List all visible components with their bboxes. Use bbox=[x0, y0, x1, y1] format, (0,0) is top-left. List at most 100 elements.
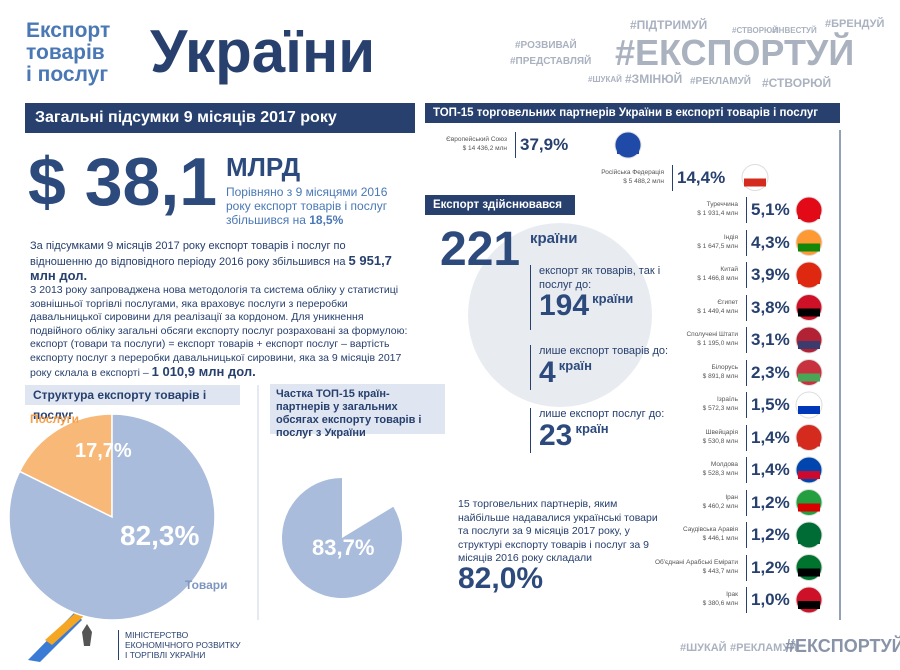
services-value: 23 bbox=[539, 418, 573, 452]
flag-stripe bbox=[798, 471, 820, 479]
hashtag: #ШУКАЙ bbox=[588, 75, 622, 84]
row-separator bbox=[746, 587, 747, 613]
ministry-line: І ТОРГІВЛІ УКРАЇНИ bbox=[125, 650, 206, 660]
partner-amount: $ 572,3 млн bbox=[702, 405, 738, 412]
flag bbox=[795, 586, 823, 614]
flag-stripe bbox=[798, 568, 820, 577]
partner-share: 4,3% bbox=[751, 232, 790, 252]
partner-share: 1,2% bbox=[751, 525, 790, 544]
flag-stripe bbox=[744, 178, 766, 187]
slice-name: Послуги bbox=[30, 412, 79, 426]
flag-stripe bbox=[798, 406, 820, 414]
partner-name: Ізраїль bbox=[716, 396, 738, 403]
row-separator bbox=[746, 457, 747, 483]
row-separator bbox=[746, 294, 747, 321]
footer-tag: #ШУКАЙ bbox=[680, 642, 727, 654]
flag bbox=[795, 456, 823, 484]
partner-share: 2,3% bbox=[751, 362, 790, 382]
hashtag: #ІНВЕСТУЙ bbox=[772, 26, 817, 35]
hashtag: #РОЗВИВАЙ bbox=[515, 40, 577, 51]
hashtag: #ПРЕДСТАВЛЯЙ bbox=[510, 56, 592, 67]
row-separator bbox=[515, 132, 516, 158]
flag-stripe bbox=[798, 373, 820, 382]
flag bbox=[795, 489, 823, 516]
partner-share: 1,0% bbox=[751, 590, 790, 609]
countries-both: експорт як товарів, так і послуг до: 194… bbox=[530, 265, 679, 330]
partner-name: Молдова bbox=[710, 461, 738, 468]
partner-name: Саудівська Аравія bbox=[683, 526, 738, 533]
row-separator bbox=[746, 489, 747, 516]
summary-para2: З 2013 року запроваджена нова методологі… bbox=[30, 284, 410, 381]
summary-amount: $ 38,1 bbox=[28, 144, 218, 220]
row-separator bbox=[746, 554, 747, 581]
slice-label: 82,3% bbox=[120, 520, 200, 551]
para1-text: За підсумками 9 місяців 2017 року експор… bbox=[30, 240, 346, 268]
row-separator bbox=[746, 359, 747, 386]
partner-name: Індія bbox=[723, 233, 738, 241]
flag bbox=[795, 261, 823, 289]
both-value: 194 bbox=[539, 289, 590, 322]
flag-stripe bbox=[798, 211, 820, 219]
partner-name: Об'єднані Арабські Емірати bbox=[654, 558, 738, 566]
para2-text: З 2013 року запроваджена нова методологі… bbox=[30, 284, 408, 379]
both-label: експорт як товарів, так і послуг до: bbox=[539, 265, 661, 291]
partner-name: Ірак bbox=[726, 591, 738, 598]
countries-total-unit: країни bbox=[530, 230, 578, 247]
flag bbox=[795, 229, 823, 256]
partner-name: Російська Федерація bbox=[601, 168, 664, 176]
emblem bbox=[82, 624, 92, 646]
flag bbox=[795, 554, 823, 581]
goods-label: лише експорт товарів до: bbox=[539, 345, 669, 357]
partner-share: 3,1% bbox=[751, 330, 790, 349]
partner-amount: $ 460,2 млн bbox=[702, 502, 738, 510]
countries-total: 221 bbox=[440, 223, 521, 276]
flag-stripe bbox=[798, 438, 820, 447]
flag bbox=[741, 164, 769, 191]
flag bbox=[795, 294, 823, 321]
services-label: лише експорт послуг до: bbox=[539, 408, 665, 420]
partner-share: 3,8% bbox=[751, 297, 790, 317]
title-big: України bbox=[150, 18, 376, 85]
globe bbox=[468, 223, 652, 407]
partner-name: Єгипет bbox=[717, 298, 738, 306]
row-separator bbox=[746, 327, 747, 353]
pie-slice bbox=[8, 413, 216, 621]
flag bbox=[795, 326, 823, 354]
partner-amount: $ 1 931,4 млн bbox=[697, 210, 738, 217]
partner-amount: $ 530,8 млн bbox=[702, 437, 738, 445]
partner-share: 3,9% bbox=[751, 265, 790, 284]
partner-name: Іран bbox=[725, 493, 738, 501]
footer-tag: #ЕКСПОРТУЙ bbox=[785, 636, 900, 656]
summary-unit: МЛРД bbox=[226, 152, 301, 182]
flag-stripe bbox=[798, 308, 820, 317]
partner-share: 37,9% bbox=[520, 135, 569, 154]
partner-name: Білорусь bbox=[711, 363, 738, 371]
row-separator bbox=[672, 164, 673, 191]
countries-heading: Експорт здійснювався до: bbox=[425, 195, 575, 231]
partner-amount: $ 443,7 млн bbox=[702, 567, 738, 575]
row-separator bbox=[746, 197, 747, 223]
pie-slice bbox=[18, 413, 113, 519]
partner-amount: $ 1 449,4 млн bbox=[697, 307, 738, 315]
structure-heading: Структура експорту товарів і послуг bbox=[25, 385, 240, 422]
partner-amount: $ 1 647,5 млн bbox=[697, 242, 738, 250]
title-line: товарів bbox=[26, 41, 105, 64]
partner-amount: $ 446,1 млн bbox=[702, 535, 738, 542]
partners-heading: ТОП-15 торговельних партнерів України в … bbox=[425, 103, 840, 123]
slice-name: Товари bbox=[185, 578, 228, 592]
partner-share: 1,5% bbox=[751, 395, 790, 414]
partner-name: Сполучені Штати bbox=[686, 331, 738, 338]
row-separator bbox=[746, 522, 747, 548]
summary-heading: Загальні підсумки 9 місяців 2017 року bbox=[25, 103, 415, 133]
slice-label: 17,7% bbox=[75, 440, 132, 462]
flag-stripe bbox=[798, 536, 820, 544]
summary-para1: За підсумками 9 місяців 2017 року експор… bbox=[30, 240, 400, 285]
ministry-line: МІНІСТЕРСТВО bbox=[125, 630, 189, 640]
goods-unit: країн bbox=[558, 357, 592, 373]
partner-amount: $ 528,3 млн bbox=[702, 470, 738, 477]
partner-share: 1,4% bbox=[751, 460, 790, 479]
flag-stripe bbox=[798, 503, 820, 512]
compare-text: Порівняно з 9 місяцями 2016 року експорт… bbox=[226, 185, 388, 227]
partner-name: Туреччина bbox=[706, 201, 738, 208]
title-line: і послуг bbox=[26, 63, 109, 86]
